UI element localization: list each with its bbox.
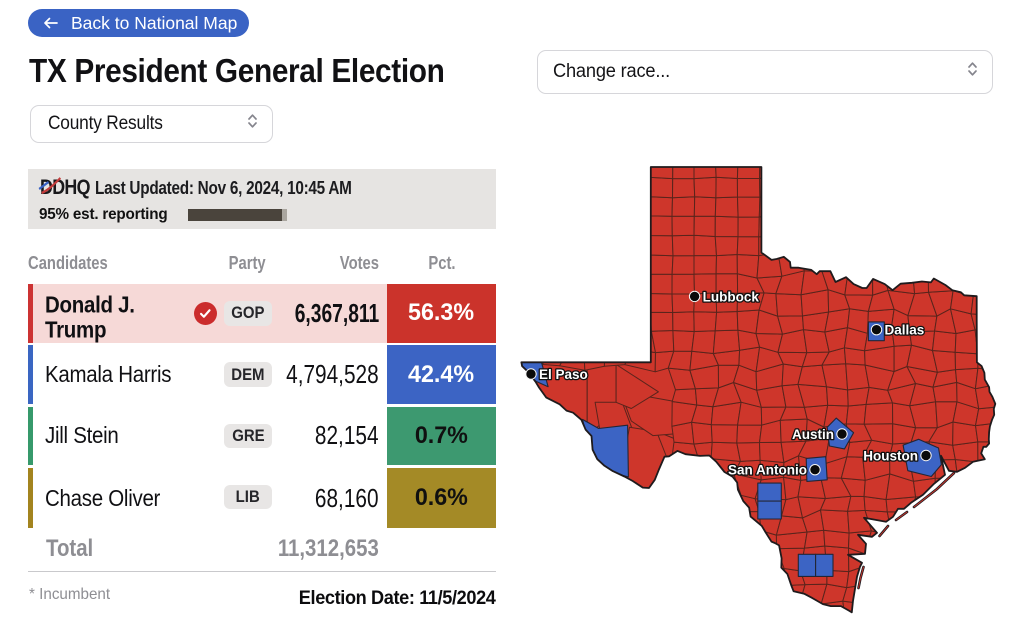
svg-text:San Antonio: San Antonio (728, 463, 807, 478)
svg-text:Austin: Austin (792, 427, 834, 442)
svg-text:Houston: Houston (863, 449, 918, 464)
svg-text:Dallas: Dallas (885, 323, 925, 338)
svg-text:Lubbock: Lubbock (703, 289, 760, 304)
svg-text:El Paso: El Paso (539, 367, 588, 382)
